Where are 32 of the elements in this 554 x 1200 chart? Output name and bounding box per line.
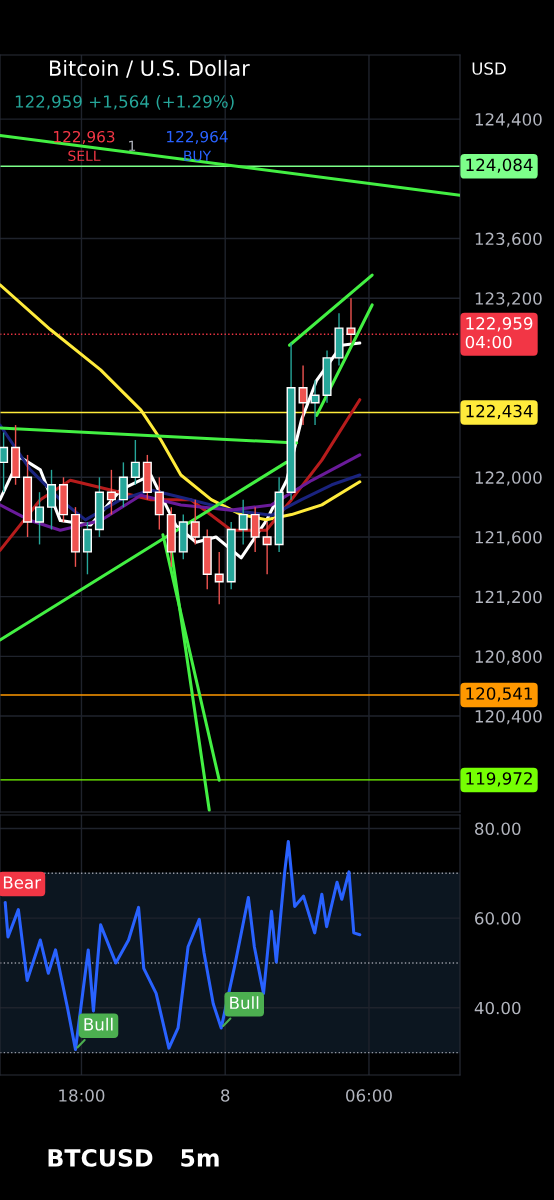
ref-line-label: 124,084 bbox=[466, 158, 533, 173]
y-tick-label: 120,400 bbox=[475, 710, 542, 725]
y-tick-label: 121,200 bbox=[475, 590, 542, 605]
y-tick-label: 120,800 bbox=[475, 650, 542, 665]
y-tick-label: 124,400 bbox=[475, 113, 542, 128]
text: 5m bbox=[181, 1149, 219, 1167]
chart-title: Bitcoin / U.S. Dollar bbox=[50, 59, 250, 78]
annotation: 122,964 bbox=[167, 130, 228, 144]
ref-line-label: 122,434 bbox=[466, 404, 533, 420]
annotation: Bear bbox=[3, 876, 42, 889]
text: USD bbox=[472, 62, 506, 75]
annotation: Bull bbox=[84, 1017, 113, 1031]
y-tick-label: 60.00 bbox=[475, 912, 521, 925]
y-tick-label: 40.00 bbox=[474, 1001, 521, 1015]
y-tick-label: 122,000 bbox=[475, 471, 542, 486]
annotation: SELL bbox=[68, 150, 101, 162]
text: 122,959 +1,564 (+1.29%) bbox=[15, 94, 234, 110]
y-tick-label: 123,200 bbox=[475, 292, 542, 307]
y-tick-label: 123,600 bbox=[475, 232, 542, 247]
x-tick-label: 18:00 bbox=[59, 1089, 105, 1102]
annotation: BUY bbox=[184, 150, 212, 162]
ref-line-label: 120,541 bbox=[466, 687, 532, 702]
text: BTCUSD bbox=[48, 1148, 153, 1167]
x-tick-label: 06:00 bbox=[346, 1089, 392, 1102]
x-tick-label: 8 bbox=[221, 1089, 230, 1102]
annotation: 1 bbox=[129, 140, 136, 151]
annotation: Bull bbox=[230, 996, 259, 1010]
ref-line-label: 122,959 04:00 bbox=[465, 317, 533, 349]
y-tick-label: 80.00 bbox=[475, 822, 521, 836]
annotation: 122,963 bbox=[54, 130, 115, 144]
y-tick-label: 121,600 bbox=[475, 530, 542, 546]
ref-line-label: 119,972 bbox=[466, 772, 532, 787]
